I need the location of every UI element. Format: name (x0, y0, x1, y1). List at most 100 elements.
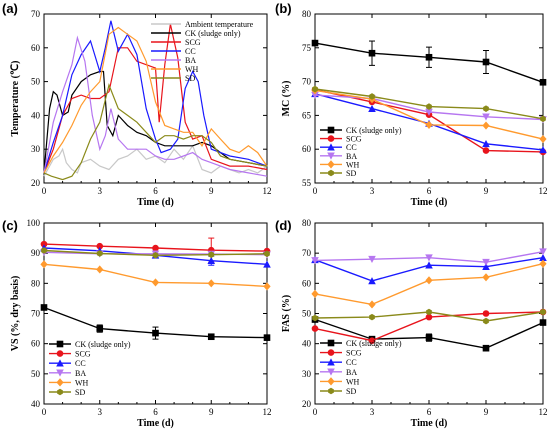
panel-c: 0 3 6 9 12 40 50 60 70 80 90 100 Time (d) VS (%, dry … (2, 218, 272, 429)
legend-entry: CC (346, 143, 357, 152)
data-point (369, 313, 375, 321)
data-point (152, 251, 159, 259)
series-cc (43, 20, 268, 174)
data-point (96, 325, 104, 332)
legend-entry: CK (sludge only) (75, 340, 131, 349)
data-point (540, 115, 546, 123)
y-axis-title: MC (%) (281, 81, 292, 117)
series-sd (312, 85, 546, 123)
legend-entry: SCG (75, 350, 91, 359)
legend-marker (327, 358, 335, 366)
legend-entry: BA (185, 56, 196, 65)
data-point (425, 120, 433, 129)
data-point (368, 277, 376, 285)
legend-entry: WH (346, 160, 360, 169)
data-point (368, 300, 376, 309)
data-point (96, 265, 104, 274)
y-tick-label: 50 (31, 369, 41, 379)
panel-label: (c) (2, 218, 18, 233)
legend-entry: SD (346, 387, 356, 396)
y-tick-label: 20 (302, 399, 312, 409)
data-point (482, 113, 490, 121)
series-wh (40, 260, 271, 291)
y-tick-label: 70 (31, 9, 41, 19)
y-tick-label: 60 (31, 339, 41, 349)
legend-entry: WH (346, 377, 360, 386)
series-wh (311, 86, 547, 144)
legend-entry: Ambient temperature (185, 20, 254, 29)
data-point (425, 313, 433, 321)
legend-entry: SCG (346, 349, 362, 358)
y-tick-label: 30 (302, 369, 312, 379)
data-point (539, 253, 547, 261)
y-axis-title: Temperature (℃) (10, 61, 21, 137)
legend-entry: BA (346, 368, 357, 377)
data-point (311, 289, 319, 298)
data-point (368, 337, 376, 344)
x-tick-label: 0 (42, 407, 47, 417)
y-axis-title: VS (%, dry basis) (10, 276, 21, 352)
series-ck (40, 304, 271, 341)
y-tick-label: 40 (31, 399, 41, 409)
data-point (40, 304, 48, 311)
data-point (425, 53, 433, 61)
data-point (482, 273, 490, 282)
series-line (43, 70, 268, 173)
data-point (482, 310, 490, 317)
panel-label: (b) (275, 1, 292, 16)
data-point (482, 139, 490, 148)
data-point (96, 250, 103, 257)
data-point (311, 39, 319, 47)
x-axis-title: Time (d) (411, 418, 448, 429)
data-point (312, 85, 318, 93)
x-tick-label: 3 (370, 407, 375, 417)
panel-a: 0 3 6 9 12 20 30 40 50 60 70 Time (d) Temperature (℃… (2, 1, 272, 208)
y-tick-label: 70 (302, 77, 312, 87)
series-scg (43, 23, 268, 174)
data-point (426, 308, 432, 316)
data-point (96, 242, 104, 250)
y-tick-label: 70 (31, 309, 41, 319)
x-tick-label: 3 (98, 186, 103, 196)
x-tick-label: 3 (370, 186, 375, 196)
data-point (482, 258, 490, 267)
y-tick-label: 80 (302, 9, 312, 19)
x-tick-label: 0 (313, 407, 318, 417)
y-tick-label: 30 (31, 144, 41, 154)
x-tick-label: 6 (153, 407, 158, 417)
series-ba (43, 35, 268, 177)
x-tick-label: 9 (209, 186, 214, 196)
legend-marker (56, 350, 64, 357)
series-cc (311, 253, 547, 285)
series-scg (40, 237, 271, 263)
data-point (40, 240, 48, 248)
data-point (368, 49, 376, 57)
y-tick-label: 75 (302, 43, 312, 53)
data-point (482, 344, 490, 352)
data-point (368, 255, 376, 263)
series-wh (311, 259, 547, 309)
legend-marker (56, 340, 64, 348)
y-tick-label: 80 (302, 218, 312, 228)
data-point (312, 314, 318, 322)
legend-entry: CK (sludge only) (346, 339, 402, 348)
legend-marker (56, 378, 64, 387)
y-tick-label: 80 (31, 278, 41, 288)
panel-d: 0 3 6 9 12 20 30 40 50 60 70 80 Time (d) FAS (%) (d) CK… (275, 218, 548, 429)
data-point (539, 146, 547, 154)
panel-label: (d) (275, 218, 292, 233)
data-point (539, 259, 547, 268)
y-tick-label: 100 (27, 218, 41, 228)
x-tick-label: 3 (98, 407, 103, 417)
data-point (311, 257, 319, 265)
data-point (263, 282, 271, 291)
data-point (482, 58, 490, 66)
x-axis-title: Time (d) (137, 418, 174, 429)
legend-entry: CC (346, 358, 357, 367)
x-tick-label: 6 (427, 407, 432, 417)
data-point (539, 134, 547, 144)
data-point (207, 279, 215, 288)
